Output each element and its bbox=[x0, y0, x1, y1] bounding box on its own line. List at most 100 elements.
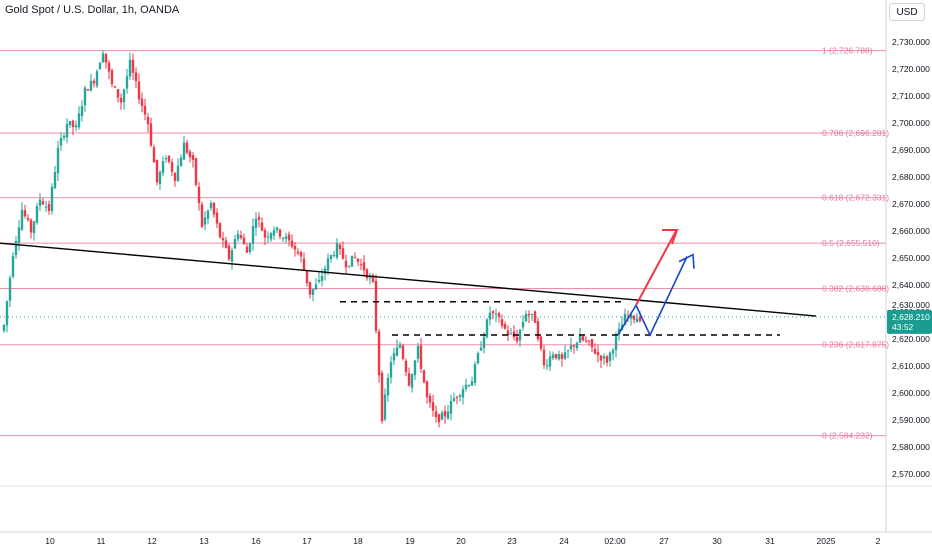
x-tick-label: 24 bbox=[559, 536, 569, 546]
fib-level-label: 0.618 (2,672.331) bbox=[822, 193, 889, 203]
candle-body bbox=[407, 373, 411, 386]
candle-body bbox=[299, 252, 303, 257]
candle-body bbox=[272, 230, 276, 236]
candle-body bbox=[17, 227, 21, 243]
candle-body bbox=[329, 255, 333, 260]
fib-level-label: 1 (2,726.788) bbox=[822, 46, 873, 56]
candle-body bbox=[425, 381, 429, 398]
candle-body bbox=[458, 395, 462, 397]
candle-body bbox=[497, 312, 501, 317]
candle-body bbox=[557, 354, 561, 360]
candle-body bbox=[77, 113, 81, 128]
candle-body bbox=[131, 59, 135, 73]
y-tick-label: 2,580.000 bbox=[892, 442, 930, 452]
candle-body bbox=[290, 240, 294, 247]
candle-body bbox=[473, 364, 477, 383]
y-tick-label: 2,640.000 bbox=[892, 280, 930, 290]
price-axis[interactable]: 2,570.000 2,580.000 2,590.000 2,600.000 2,61… bbox=[892, 37, 930, 479]
candle-body bbox=[107, 62, 111, 72]
y-tick-label: 2,670.000 bbox=[892, 199, 930, 209]
candle-body bbox=[344, 260, 348, 268]
candle-body bbox=[101, 53, 105, 63]
candle-body bbox=[341, 248, 345, 259]
candle-body bbox=[20, 209, 24, 230]
candle-body bbox=[395, 347, 399, 356]
candle-body bbox=[356, 258, 360, 262]
candle-body bbox=[35, 206, 39, 223]
candle-body bbox=[347, 265, 351, 267]
candle-body bbox=[284, 236, 288, 239]
candle-body bbox=[80, 105, 84, 116]
x-tick-label: 20 bbox=[456, 536, 466, 546]
candle-body bbox=[236, 233, 240, 240]
candle-body bbox=[380, 372, 384, 422]
x-tick-label: 2 bbox=[876, 536, 881, 546]
currency-button[interactable]: USD bbox=[889, 3, 925, 21]
candle-body bbox=[287, 234, 291, 241]
x-tick-label: 31 bbox=[765, 536, 775, 546]
candle-body bbox=[89, 80, 93, 91]
candle-body bbox=[608, 352, 612, 361]
candle-body bbox=[578, 335, 582, 343]
candle-body bbox=[104, 53, 108, 63]
candle-body bbox=[467, 385, 471, 387]
drawings-layer[interactable] bbox=[0, 229, 886, 337]
candle-body bbox=[518, 329, 522, 341]
candle-body bbox=[548, 356, 552, 367]
candle-body bbox=[638, 316, 642, 322]
candle-body bbox=[539, 336, 543, 349]
y-tick-label: 2,600.000 bbox=[892, 388, 930, 398]
candle-body bbox=[134, 72, 138, 82]
candle-body bbox=[635, 318, 639, 323]
candle-body bbox=[575, 342, 579, 349]
candle-body bbox=[305, 270, 309, 284]
fib-level-label: 0 (2,584.232) bbox=[822, 431, 873, 441]
candle-body bbox=[245, 246, 249, 253]
y-tick-label: 2,590.000 bbox=[892, 415, 930, 425]
candle-body bbox=[542, 349, 546, 366]
candle-body bbox=[410, 374, 414, 388]
red-arrow-shaft bbox=[635, 230, 677, 306]
candle-body bbox=[116, 89, 120, 98]
candle-body bbox=[50, 186, 54, 212]
candle-body bbox=[368, 277, 372, 279]
candle-body bbox=[62, 135, 66, 138]
candle-body bbox=[185, 142, 189, 153]
candle-body bbox=[566, 350, 570, 352]
candle-body bbox=[521, 321, 525, 328]
candle-body bbox=[500, 319, 504, 326]
price-tag-box bbox=[887, 309, 932, 334]
fib-level-label: 0.5 (2,655.510) bbox=[822, 238, 880, 248]
candle-body bbox=[182, 142, 186, 160]
candle-body bbox=[503, 323, 507, 329]
candle-body bbox=[170, 162, 174, 172]
candle-body bbox=[488, 312, 492, 320]
candle-body bbox=[176, 165, 180, 182]
candle-body bbox=[26, 217, 30, 220]
candle-body bbox=[278, 229, 282, 237]
candle-body bbox=[266, 236, 270, 238]
y-tick-label: 2,700.000 bbox=[892, 118, 930, 128]
candle-body bbox=[191, 155, 195, 160]
y-tick-label: 2,570.000 bbox=[892, 469, 930, 479]
candle-body bbox=[476, 353, 480, 364]
candle-body bbox=[11, 256, 15, 277]
candle-body bbox=[53, 171, 57, 189]
x-tick-label: 2025 bbox=[817, 536, 836, 546]
candle-body bbox=[452, 398, 456, 402]
candle-body bbox=[545, 365, 549, 367]
candle-body bbox=[149, 123, 153, 146]
x-tick-label: 30 bbox=[712, 536, 722, 546]
candle-body bbox=[401, 345, 405, 360]
fibonacci-retracement[interactable]: 1 (2,726.788) 0.786 (2,696.281) 0.618 (2,6… bbox=[0, 46, 889, 441]
candle-body bbox=[524, 313, 528, 322]
candle-body bbox=[137, 81, 141, 100]
candle-body bbox=[440, 412, 444, 420]
candle-body bbox=[530, 313, 534, 315]
candle-body bbox=[326, 258, 330, 271]
y-tick-label: 2,650.000 bbox=[892, 253, 930, 263]
candle-body bbox=[419, 345, 423, 369]
time-axis[interactable]: 10 11 12 13 16 17 18 19 20 23 24 02:00 27 30 31 2025 2 bbox=[45, 536, 880, 546]
